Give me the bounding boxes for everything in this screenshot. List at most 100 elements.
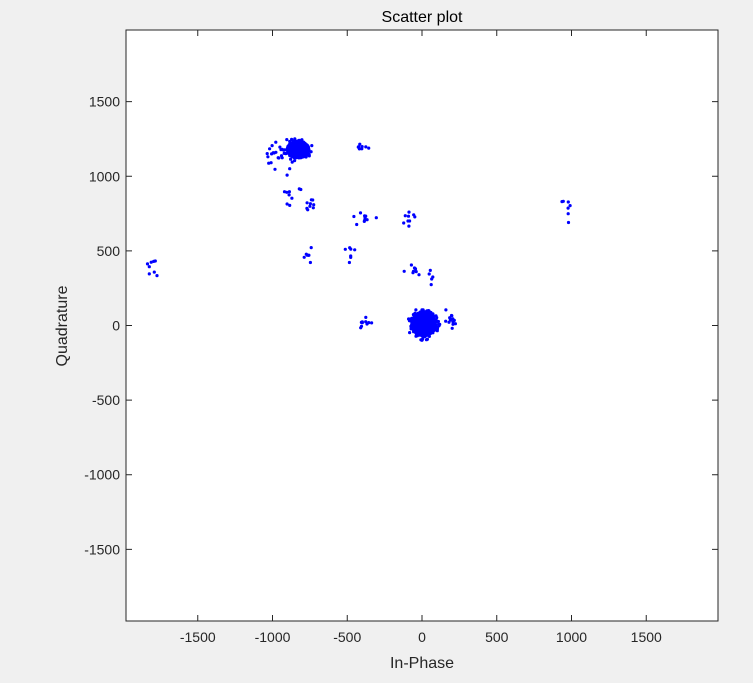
data-point	[402, 221, 406, 225]
data-point	[360, 321, 364, 325]
data-point	[155, 274, 159, 278]
y-tick-label: 0	[112, 318, 120, 334]
data-point	[411, 318, 415, 322]
data-point	[152, 259, 156, 263]
data-point	[408, 219, 412, 223]
data-point	[406, 214, 411, 218]
data-point	[285, 138, 289, 142]
data-point	[290, 142, 294, 146]
data-point	[308, 204, 312, 208]
data-point	[453, 322, 457, 326]
data-point	[147, 265, 151, 269]
y-tick-label: 500	[97, 243, 121, 259]
data-point	[301, 142, 305, 146]
data-point	[279, 154, 284, 158]
data-point	[305, 253, 309, 257]
data-point	[271, 151, 275, 155]
data-point	[364, 315, 368, 319]
data-point	[409, 327, 413, 331]
data-point	[407, 210, 411, 214]
data-point	[266, 155, 270, 159]
data-point	[268, 147, 272, 151]
data-point	[414, 270, 418, 274]
data-point	[289, 157, 293, 161]
data-point	[374, 216, 378, 220]
data-point	[370, 321, 374, 325]
data-point	[364, 145, 368, 149]
data-point	[432, 325, 436, 330]
data-point	[568, 204, 572, 208]
data-point	[418, 313, 422, 317]
data-point	[288, 153, 292, 157]
data-point	[566, 200, 570, 204]
data-point	[355, 222, 359, 227]
data-point	[293, 142, 297, 146]
data-point	[349, 254, 353, 258]
data-point	[305, 152, 309, 156]
data-point	[414, 326, 418, 330]
data-point	[427, 272, 431, 276]
data-point	[566, 212, 570, 216]
data-point	[411, 269, 416, 273]
data-point	[432, 320, 436, 324]
data-point	[413, 323, 417, 327]
data-point	[407, 224, 411, 228]
data-point	[418, 322, 422, 326]
data-point	[265, 152, 269, 156]
data-point	[425, 337, 429, 341]
data-point	[428, 330, 432, 334]
data-point	[412, 327, 416, 331]
data-point	[297, 187, 301, 191]
data-point	[362, 219, 366, 223]
data-point	[416, 329, 420, 333]
data-point	[147, 272, 151, 276]
data-point	[285, 148, 289, 152]
data-point	[422, 314, 426, 318]
data-point	[298, 146, 302, 150]
data-point	[290, 160, 294, 164]
data-point	[414, 308, 418, 312]
data-point	[428, 268, 432, 272]
data-point	[285, 190, 289, 194]
data-point	[365, 218, 369, 222]
data-point	[308, 260, 312, 265]
data-point	[311, 198, 315, 202]
x-tick-label: -500	[333, 629, 361, 645]
data-point	[310, 144, 314, 148]
data-point	[290, 196, 294, 200]
x-tick-label: 0	[418, 629, 426, 645]
data-point	[566, 206, 570, 210]
data-point	[427, 313, 431, 318]
data-point	[274, 140, 278, 144]
x-axis-label: In-Phase	[390, 655, 454, 672]
x-tick-label: -1000	[255, 629, 291, 645]
data-point	[343, 247, 347, 251]
data-point	[444, 319, 448, 323]
data-point	[451, 320, 455, 324]
x-tick-label: 1000	[556, 629, 587, 645]
data-point	[423, 324, 427, 328]
data-point	[283, 148, 287, 152]
data-point	[418, 331, 422, 335]
data-point	[276, 156, 280, 160]
data-point	[561, 199, 565, 203]
data-point	[285, 173, 289, 177]
y-axis-label: Quadrature	[54, 285, 71, 366]
data-point	[450, 314, 454, 318]
data-point	[302, 149, 306, 153]
data-point	[421, 322, 425, 326]
data-point	[302, 255, 306, 259]
data-point	[291, 147, 295, 151]
axis-ticks: -1500 -1000 -500 0 500 1000 1500 -1500 -1000 -500…	[84, 30, 718, 645]
y-tick-label: 1000	[89, 168, 120, 184]
data-point	[305, 206, 309, 210]
x-tick-label: 1500	[631, 629, 662, 645]
data-point	[269, 161, 273, 165]
y-tick-label: -1000	[84, 467, 120, 483]
x-tick-label: 500	[485, 629, 509, 645]
data-point	[287, 193, 291, 197]
data-point	[306, 149, 310, 154]
data-point	[438, 322, 442, 326]
data-point	[285, 202, 289, 206]
